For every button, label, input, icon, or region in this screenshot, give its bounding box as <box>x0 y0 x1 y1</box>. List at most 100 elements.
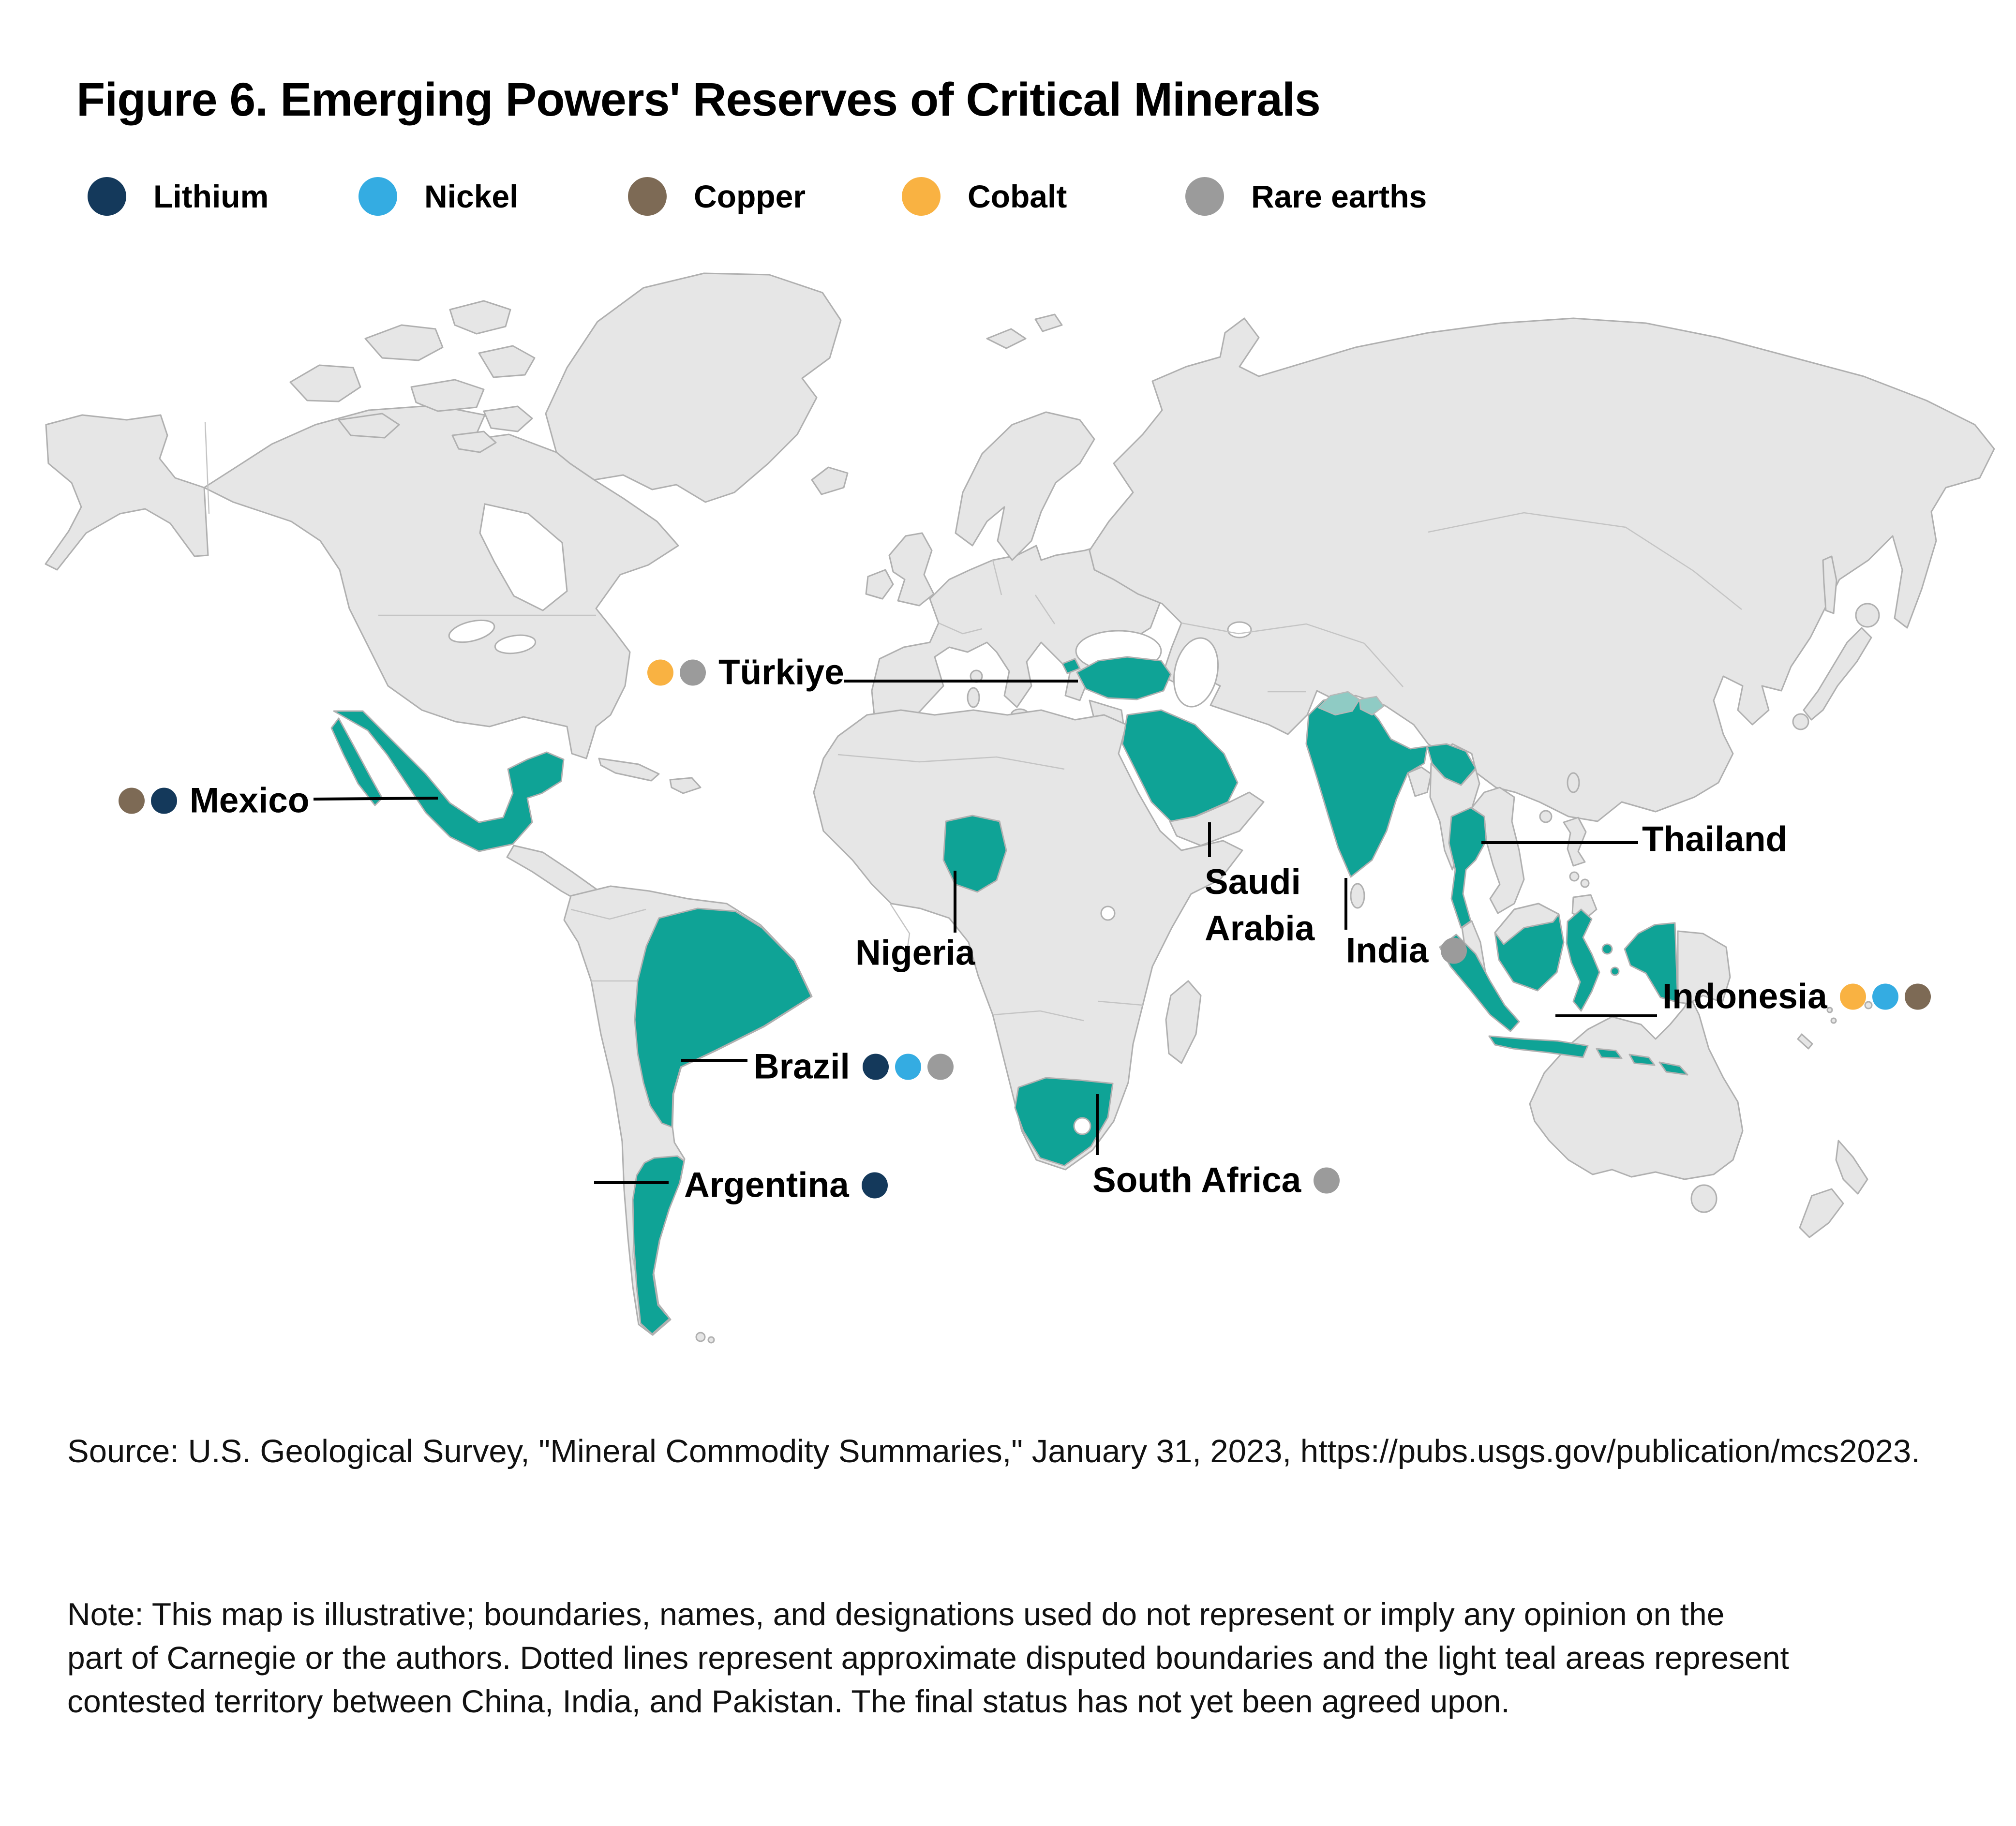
landmass-madagascar <box>1165 980 1202 1064</box>
figure-title: Figure 6. Emerging Powers' Reserves of C… <box>76 73 1321 126</box>
rare-earths-dot-icon <box>680 659 706 685</box>
turkiye-mineral-dots <box>647 659 706 685</box>
border-africa-2 <box>889 903 911 968</box>
south-africa-mineral-dots <box>1314 1167 1340 1193</box>
indonesia-mineral-dots <box>1839 983 1931 1009</box>
landmass-svalbard <box>986 313 1063 349</box>
landmass-bangladesh <box>1407 766 1432 797</box>
note-text: Note: This map is illustrative; boundari… <box>67 1592 1789 1723</box>
country-label: Brazil <box>754 1047 850 1086</box>
border-europe-1 <box>938 622 983 635</box>
country-mexico-baja <box>330 717 383 806</box>
border-asia-kazakh <box>1181 622 1365 644</box>
country-south-africa <box>1014 1077 1114 1167</box>
lake-victoria <box>1100 906 1116 921</box>
leader-lines <box>313 680 1657 1184</box>
country-saudi-arabia <box>1121 709 1239 822</box>
rare-earths-dot-icon <box>1441 937 1467 964</box>
cobalt-dot-icon <box>647 659 673 685</box>
legend-label: Rare earths <box>1251 178 1427 214</box>
landmass-iceland <box>811 466 849 495</box>
border-europe-3 <box>1034 594 1056 624</box>
country-indonesia-moluccas-2 <box>1610 966 1620 976</box>
border-asia-kazakh-2 <box>1364 643 1404 687</box>
cobalt-dot-icon <box>1839 983 1866 1009</box>
rare-earths-dot-icon <box>1314 1167 1340 1193</box>
border-africa-1 <box>837 754 1065 770</box>
hudson-bay <box>479 503 568 611</box>
country-label: Indonesia <box>1662 977 1827 1016</box>
landmass-falklands-2 <box>707 1336 715 1344</box>
legend-item-nickel: Nickel <box>358 177 518 216</box>
contested-aksai-chin <box>1359 696 1385 716</box>
legend-label: Copper <box>694 178 806 214</box>
country-label: India <box>1346 931 1429 970</box>
legend-label: Lithium <box>153 178 269 214</box>
cobalt-dot-icon <box>902 177 941 216</box>
internal-borders <box>204 421 1742 1316</box>
landmass-japan <box>1803 627 1872 721</box>
mexico-mineral-dots <box>119 787 177 814</box>
country-indonesia-sulawesi <box>1566 908 1600 1012</box>
country-indonesia-west-papua <box>1624 922 1679 1003</box>
country-label: Mexico <box>190 781 310 820</box>
country-india-northeast <box>1426 743 1477 786</box>
border-africa-3 <box>992 1010 1084 1022</box>
landmass-tasmania <box>1690 1184 1717 1213</box>
legend-label: Cobalt <box>968 178 1067 214</box>
country-thailand <box>1448 807 1487 929</box>
landmass-vanuatu <box>1826 1007 1833 1013</box>
lithium-dot-icon <box>862 1054 889 1080</box>
landmass-sri-lanka <box>1350 883 1365 909</box>
copper-dot-icon <box>119 787 145 814</box>
map-label-thailand: Thailand <box>1642 819 1787 860</box>
landmass-taiwan <box>1567 772 1580 793</box>
landmass-philippines <box>1563 817 1598 920</box>
landmass-sakhalin <box>1822 555 1837 614</box>
lithium-dot-icon <box>88 177 126 216</box>
landmass-greenland <box>545 272 842 503</box>
country-label: Türkiye <box>718 653 844 692</box>
map-label-argentina: Argentina <box>684 1165 888 1205</box>
country-indonesia-moluccas <box>1601 943 1613 955</box>
country-india <box>1305 695 1428 878</box>
country-turkiye-thrace <box>1061 658 1081 674</box>
malaysia-borneo-strip <box>1494 903 1560 945</box>
lithium-dot-icon <box>861 1172 888 1198</box>
aral-sea <box>1227 621 1252 638</box>
note-line-3: contested territory between China, India… <box>67 1683 1510 1719</box>
legend-item-cobalt: Cobalt <box>902 177 1067 216</box>
highlighted-countries <box>330 656 1688 1335</box>
landmass-uk <box>888 532 935 607</box>
landmass-visayas-2 <box>1580 878 1590 888</box>
map-label-south-africa: South Africa <box>1092 1160 1340 1201</box>
legend-item-copper: Copper <box>628 177 806 216</box>
landmass-sardinia <box>967 687 980 708</box>
landmass-north-america <box>203 404 679 759</box>
rare-earths-dot-icon <box>1185 177 1224 216</box>
map-label-brazil: Brazil <box>754 1047 954 1087</box>
lesotho <box>1073 1117 1091 1135</box>
caspian-sea <box>1173 637 1219 708</box>
country-label-line2: Arabia <box>1205 909 1315 948</box>
landmass-png <box>1677 930 1731 1005</box>
landmass-falklands <box>695 1332 706 1342</box>
country-indonesia-lesser-sunda <box>1596 1048 1688 1076</box>
landmass-kyushu <box>1792 713 1809 730</box>
landmass-hainan <box>1539 810 1553 823</box>
nickel-dot-icon <box>1872 983 1898 1009</box>
source-text: Source: U.S. Geological Survey, "Mineral… <box>67 1433 1920 1470</box>
landmass-new-zealand <box>1799 1140 1868 1238</box>
base-landmasses <box>45 272 1995 1344</box>
note-line-2: part of Carnegie or the authors. Dotted … <box>67 1640 1789 1676</box>
border-europe-2 <box>992 560 1002 595</box>
landmass-hokkaido <box>1855 603 1880 628</box>
map-label-indonesia: Indonesia <box>1662 977 1931 1017</box>
border-alaska <box>204 421 210 514</box>
landmass-caribbean <box>598 757 702 794</box>
country-label: Thailand <box>1642 819 1788 859</box>
nickel-dot-icon <box>358 177 397 216</box>
copper-dot-icon <box>1904 983 1931 1009</box>
landmass-vanuatu-2 <box>1830 1017 1837 1024</box>
